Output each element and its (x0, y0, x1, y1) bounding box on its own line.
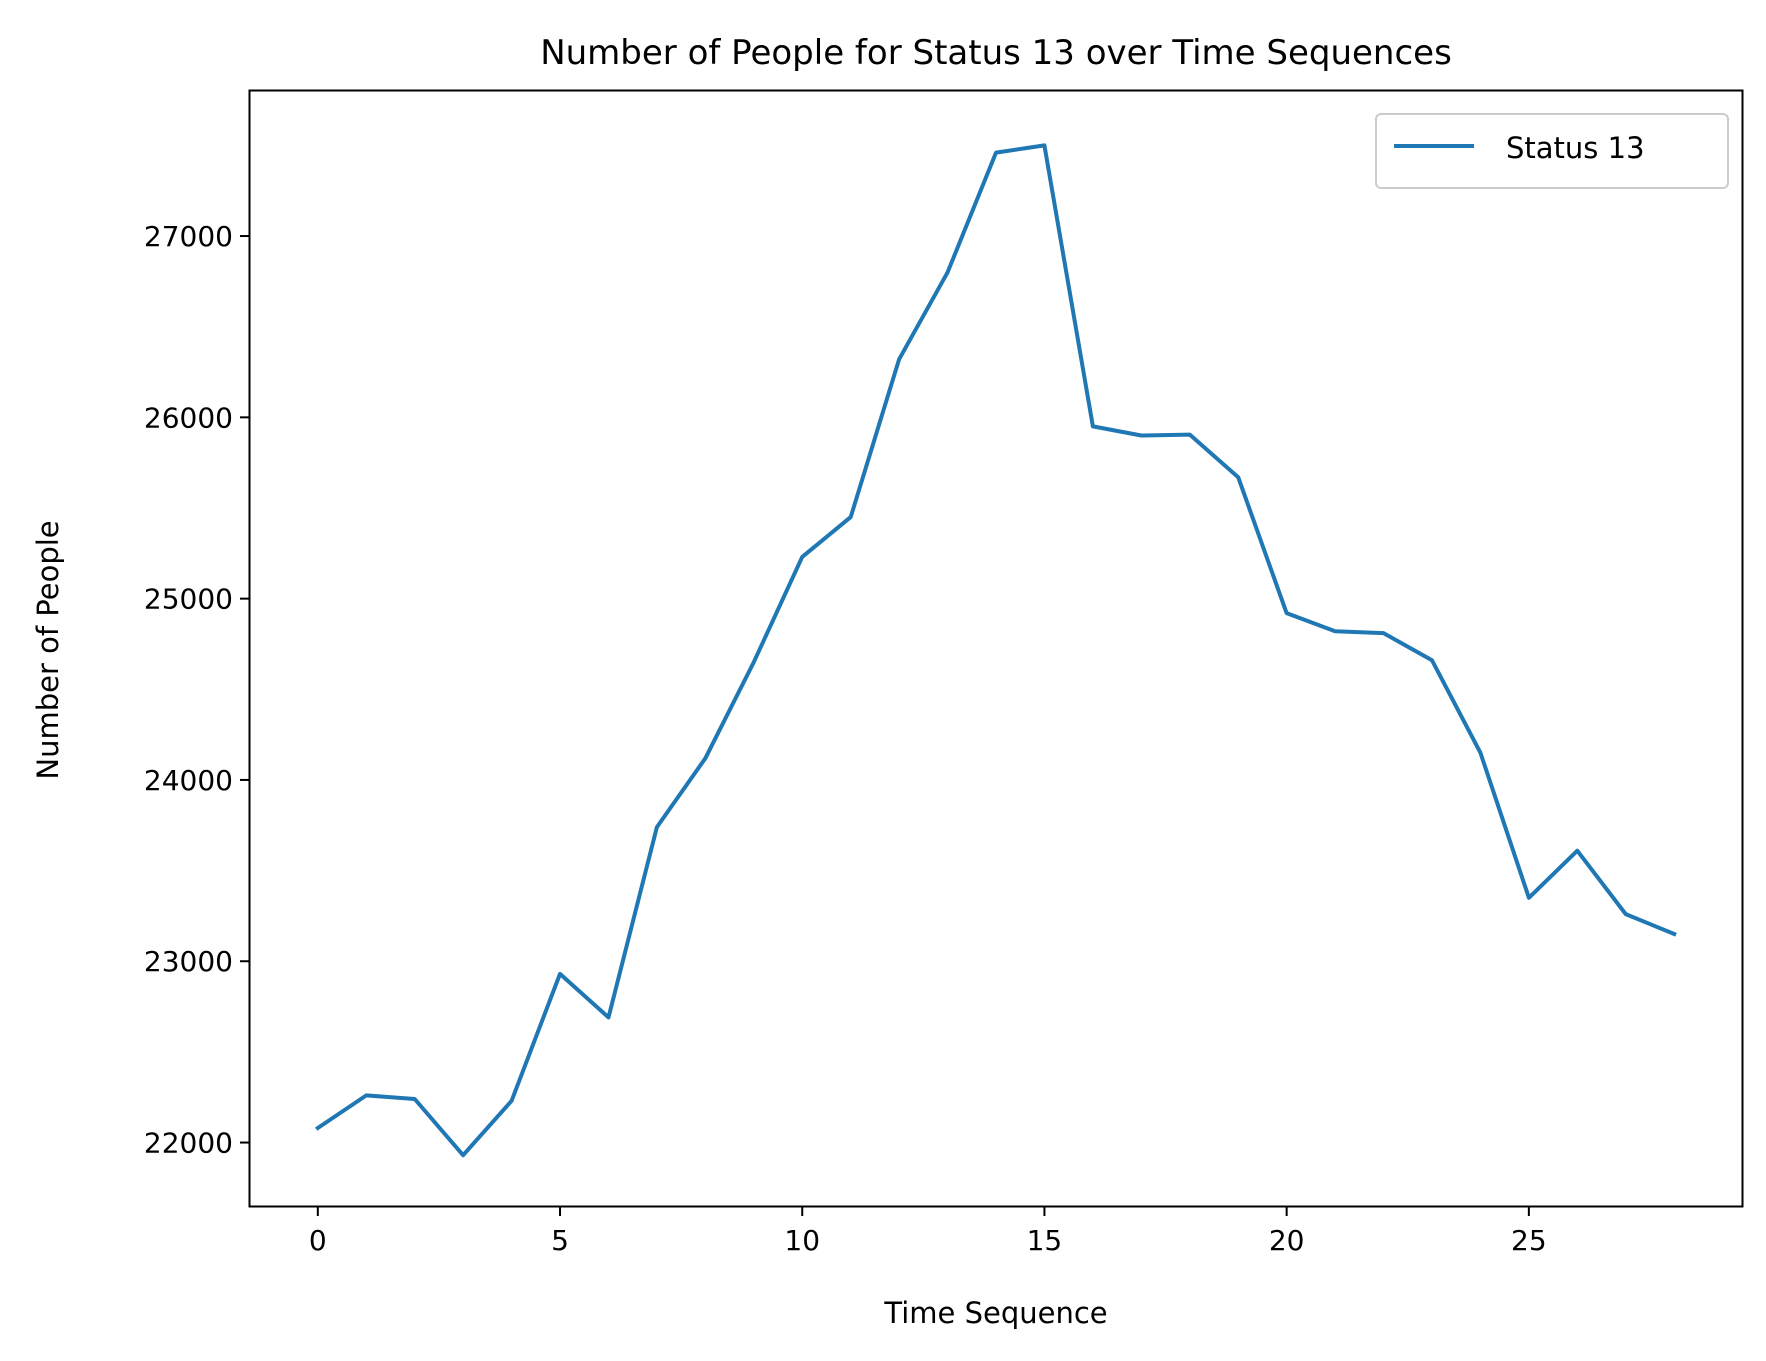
data-point (606, 1015, 610, 1019)
data-point (703, 756, 707, 760)
legend-label-status-13: Status 13 (1506, 131, 1645, 165)
data-point (1188, 433, 1192, 437)
data-point (994, 151, 998, 155)
data-point (752, 660, 756, 664)
data-point (1042, 143, 1046, 147)
data-point (1236, 475, 1240, 479)
data-point (1672, 932, 1676, 936)
data-point (800, 555, 804, 559)
y-tick-label: 22000 (144, 1127, 233, 1160)
data-point (1478, 751, 1482, 755)
data-point (1430, 658, 1434, 662)
x-tick-label: 20 (1269, 1224, 1305, 1257)
y-tick-label: 23000 (144, 945, 233, 978)
data-point (1091, 424, 1095, 428)
data-point (1624, 912, 1628, 916)
x-axis-label: Time Sequence (883, 1296, 1107, 1330)
chart-title: Number of People for Status 13 over Time… (540, 33, 1452, 73)
x-tick-label: 25 (1511, 1224, 1547, 1257)
data-point (1382, 631, 1386, 635)
y-tick-label: 24000 (144, 764, 233, 797)
ticks-layer: 0 5 10 15 20 25 22000 23000 24000 25000 26000 27000 (144, 220, 1547, 1257)
x-tick-label: 10 (784, 1224, 820, 1257)
data-point (897, 357, 901, 361)
data-point (413, 1097, 417, 1101)
data-point (1285, 611, 1289, 615)
data-point (946, 270, 950, 274)
x-tick-label: 5 (551, 1224, 569, 1257)
legend-box (1375, 113, 1729, 189)
x-tick-label: 0 (309, 1224, 327, 1257)
data-point (461, 1153, 465, 1157)
data-point (316, 1126, 320, 1130)
x-tick-label: 15 (1027, 1224, 1063, 1257)
data-point (655, 825, 659, 829)
y-tick-label: 27000 (144, 220, 233, 253)
legend: Status 13 (1375, 113, 1729, 189)
data-point (1575, 849, 1579, 853)
plot-frame (248, 89, 1744, 1208)
y-tick-label: 25000 (144, 583, 233, 616)
series-layer (315, 143, 1677, 1158)
data-point (1527, 896, 1531, 900)
y-tick-label: 26000 (144, 401, 233, 434)
data-point (558, 972, 562, 976)
data-point (849, 515, 853, 519)
y-axis-label: Number of People (31, 520, 65, 779)
data-point (364, 1093, 368, 1097)
data-point (1139, 433, 1143, 437)
series-line-status-13 (315, 143, 1677, 1158)
data-point (1333, 629, 1337, 633)
data-point (510, 1099, 514, 1103)
